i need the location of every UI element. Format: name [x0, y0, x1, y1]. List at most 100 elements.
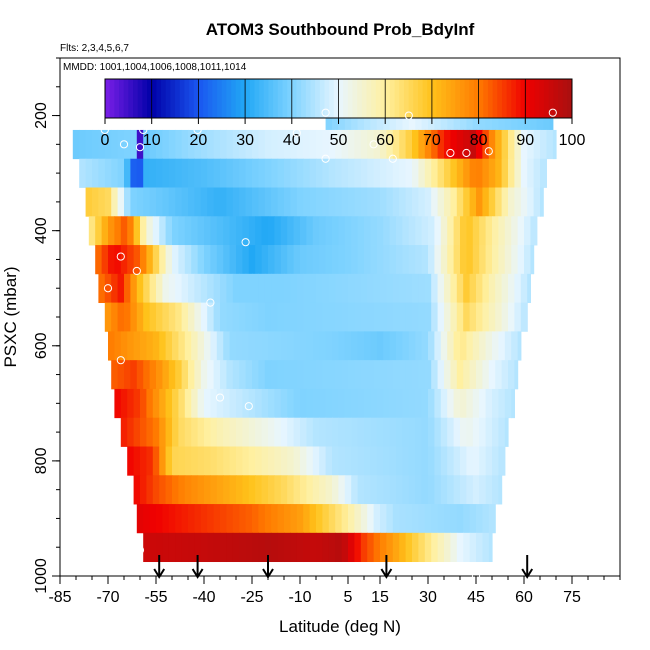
heatmap-cell: [524, 245, 531, 275]
heatmap-band: [108, 331, 522, 361]
heatmap-cell: [380, 504, 387, 534]
heatmap-cell: [252, 187, 259, 217]
heatmap-cell: [386, 360, 394, 390]
heatmap-cell: [412, 532, 419, 563]
heatmap-cell: [162, 532, 170, 563]
heatmap-cell: [338, 216, 346, 246]
heatmap-cell: [104, 273, 112, 304]
heatmap-cell: [344, 331, 352, 361]
heatmap-cell: [165, 388, 173, 419]
heatmap-cell: [172, 331, 179, 361]
heatmap-cell: [143, 273, 151, 304]
heatmap-cell: [98, 273, 106, 304]
heatmap-cell: [424, 360, 432, 390]
heatmap-cell: [405, 187, 413, 217]
heatmap-cell: [418, 187, 426, 217]
heatmap-cell: [252, 504, 259, 534]
heatmap-cell: [335, 273, 343, 304]
heatmap-cell: [165, 216, 173, 246]
heatmap-cell: [274, 475, 282, 505]
heatmap-cell: [200, 532, 208, 563]
heatmap-cell: [124, 302, 131, 332]
heatmap-cell: [418, 158, 426, 188]
heatmap-cell: [229, 245, 237, 275]
heatmap-cell: [213, 158, 221, 188]
heatmap-cell: [255, 475, 263, 505]
heatmap-cell: [373, 504, 381, 534]
colorbar-swatch: [296, 79, 302, 118]
sample-marker: [244, 402, 253, 411]
heatmap-cell: [258, 504, 266, 534]
heatmap-cell: [472, 388, 480, 419]
heatmap-cell: [533, 158, 541, 188]
heatmap-cell: [348, 532, 355, 563]
heatmap-cell: [168, 532, 176, 563]
subtitle-dates: MMDD: 1001,1004,1006,1008,1011,1014: [63, 62, 247, 73]
heatmap-cell: [149, 532, 157, 563]
heatmap-cell: [508, 302, 515, 332]
heatmap-cell: [312, 417, 320, 447]
heatmap-cell: [101, 245, 109, 275]
heatmap-cell: [354, 129, 362, 160]
heatmap-cell: [184, 388, 192, 419]
heatmap-cell: [341, 504, 349, 534]
heatmap-cell: [309, 129, 317, 160]
heatmap-cell: [143, 158, 151, 188]
heatmap-cell: [284, 129, 291, 160]
colorbar-swatch: [128, 79, 134, 118]
heatmap-cell: [223, 245, 231, 275]
heatmap-cell: [328, 302, 336, 332]
heatmap-cell: [402, 216, 410, 246]
heatmap-cell: [207, 504, 215, 534]
heatmap-cell: [264, 273, 272, 304]
colorbar-tick-label: 50: [330, 132, 348, 149]
colorbar-swatch: [343, 79, 349, 118]
heatmap-cell: [229, 388, 237, 419]
heatmap-cell: [284, 360, 291, 390]
heatmap-cell: [255, 216, 263, 246]
heatmap-cell: [431, 273, 439, 304]
heatmap-cell: [274, 446, 282, 476]
location-arrow: [521, 555, 534, 579]
chart-title: ATOM3 Southbound Prob_BdyInf: [206, 20, 475, 39]
sample-marker: [446, 148, 455, 158]
colorbar-swatch: [235, 79, 241, 118]
heatmap-cell: [245, 302, 253, 332]
heatmap-cell: [117, 360, 125, 390]
heatmap-cell: [447, 216, 455, 246]
heatmap-cell: [194, 360, 202, 390]
colorbar-swatch: [557, 79, 564, 118]
heatmap-cell: [498, 331, 506, 361]
heatmap-cell: [197, 475, 205, 505]
heatmap-cell: [492, 417, 499, 447]
heatmap-cell: [236, 446, 243, 476]
heatmap-cell: [165, 331, 173, 361]
heatmap-cell: [421, 417, 429, 447]
sample-marker: [100, 125, 109, 135]
heatmap-cell: [421, 245, 429, 275]
heatmap-cell: [460, 216, 467, 246]
heatmap-cell: [290, 360, 298, 390]
heatmap-cell: [175, 532, 183, 563]
heatmap-band: [127, 446, 506, 476]
heatmap-cell: [220, 302, 227, 332]
colorbar-swatch: [515, 79, 522, 118]
heatmap-cell: [344, 475, 352, 505]
heatmap-cell: [271, 532, 279, 563]
sample-marker: [292, 128, 301, 137]
heatmap-cell: [300, 417, 307, 447]
heatmap-cell: [229, 446, 237, 476]
colorbar-swatch: [287, 79, 293, 118]
colorbar-swatch: [263, 79, 269, 118]
heatmap-cell: [367, 129, 375, 160]
heatmap-cell: [444, 504, 451, 534]
heatmap-cell: [440, 475, 448, 505]
heatmap-cell: [431, 532, 439, 563]
heatmap-cell: [274, 216, 282, 246]
colorbar-swatch: [543, 79, 550, 118]
heatmap-cell: [309, 158, 317, 188]
x-tick-label: -55: [144, 589, 167, 606]
heatmap-cell: [370, 388, 378, 419]
heatmap-cell: [482, 187, 490, 217]
heatmap-cell: [364, 388, 371, 419]
